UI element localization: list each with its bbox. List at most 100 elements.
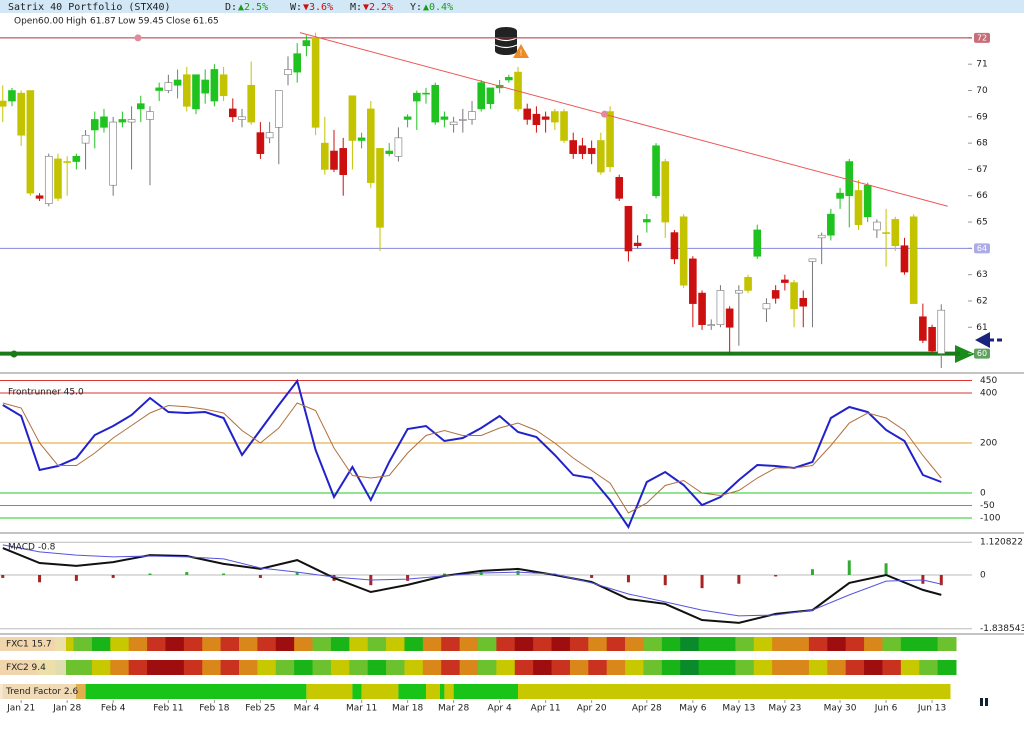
y-tick-label: 64 bbox=[977, 244, 987, 253]
candle-body bbox=[17, 92, 25, 136]
heat-cell bbox=[588, 660, 608, 675]
y-tick-label: 68 bbox=[976, 139, 988, 149]
candle-body bbox=[569, 140, 578, 154]
heat-cell bbox=[312, 660, 332, 675]
candle-body bbox=[35, 195, 44, 199]
ohlc-label: Open bbox=[14, 17, 38, 27]
trend-segment bbox=[352, 684, 362, 699]
x-tick-label: Feb 18 bbox=[199, 704, 230, 714]
candle-body bbox=[551, 111, 559, 123]
heat-cell bbox=[643, 660, 663, 675]
heat-cell bbox=[275, 660, 295, 675]
candle-body bbox=[376, 148, 384, 228]
histogram-bar bbox=[406, 575, 410, 581]
period-change: ▼3.6% bbox=[303, 2, 333, 13]
candle-body bbox=[781, 279, 789, 283]
row-label-bg bbox=[0, 660, 66, 675]
heat-cell bbox=[827, 637, 847, 651]
heat-cell bbox=[110, 637, 130, 651]
x-tick-label: Jun 6 bbox=[874, 704, 898, 714]
candle-body bbox=[238, 116, 246, 120]
heat-cell bbox=[717, 637, 736, 651]
trend-segment bbox=[453, 684, 519, 699]
trend-segment bbox=[398, 684, 427, 699]
heat-cell bbox=[496, 660, 516, 675]
candle-body bbox=[863, 184, 872, 218]
heat-cell bbox=[349, 637, 369, 651]
candle-body bbox=[661, 161, 670, 223]
candle-body bbox=[643, 219, 651, 223]
heat-cell bbox=[753, 660, 773, 675]
y-tick-label: 400 bbox=[980, 389, 997, 399]
heat-cell bbox=[220, 637, 240, 651]
candle-body bbox=[854, 190, 863, 225]
candle-body bbox=[348, 95, 357, 141]
candle-body bbox=[367, 108, 375, 183]
candle-body bbox=[937, 309, 946, 354]
candle-body bbox=[81, 134, 90, 144]
heat-cell bbox=[882, 637, 902, 651]
candle-body bbox=[118, 119, 127, 123]
scroll-handle[interactable] bbox=[985, 698, 988, 706]
x-tick-label: May 23 bbox=[768, 704, 801, 714]
heat-cell bbox=[478, 660, 497, 675]
candle-body bbox=[219, 74, 228, 97]
candle-body bbox=[698, 292, 706, 325]
candle-body bbox=[413, 92, 421, 102]
y-tick-label: 72 bbox=[977, 33, 987, 42]
period-change: ▲0.4% bbox=[423, 2, 453, 13]
y-tick-label: 0 bbox=[980, 571, 986, 581]
heat-cell bbox=[91, 637, 111, 651]
heat-cell bbox=[73, 637, 93, 651]
heat-cell bbox=[386, 660, 405, 675]
candle-body bbox=[587, 148, 596, 154]
y-tick-label: 0 bbox=[980, 489, 986, 499]
candle-body bbox=[873, 221, 881, 231]
x-tick-label: Apr 4 bbox=[488, 704, 512, 714]
heat-cell bbox=[147, 660, 166, 675]
scroll-handle[interactable] bbox=[980, 698, 983, 706]
heat-cell bbox=[165, 637, 185, 651]
candle-body bbox=[173, 79, 182, 86]
candle-body bbox=[560, 111, 568, 141]
x-tick-label: Mar 11 bbox=[346, 704, 377, 714]
candle-body bbox=[8, 90, 16, 102]
heat-cell bbox=[73, 660, 93, 675]
candle-body bbox=[100, 116, 108, 128]
candle-body bbox=[422, 92, 430, 95]
heat-cell bbox=[275, 637, 295, 651]
candle-body bbox=[735, 290, 743, 294]
heat-cell bbox=[294, 637, 314, 651]
heat-cell bbox=[864, 660, 883, 675]
candle-body bbox=[771, 290, 780, 299]
price-tag bbox=[974, 243, 990, 254]
heat-cell bbox=[367, 637, 387, 651]
heat-cell bbox=[937, 637, 957, 651]
candle-body bbox=[679, 216, 688, 286]
heat-cell bbox=[349, 660, 369, 675]
histogram-bar bbox=[516, 570, 520, 575]
heat-cell bbox=[220, 660, 240, 675]
heat-cell bbox=[900, 637, 920, 651]
heat-cell bbox=[661, 660, 681, 675]
heat-cell bbox=[772, 637, 792, 651]
y-tick-label: 61 bbox=[976, 323, 987, 333]
candle-body bbox=[394, 137, 403, 157]
heat-cell bbox=[698, 660, 718, 675]
heat-cell bbox=[845, 660, 865, 675]
candle-body bbox=[311, 37, 320, 128]
ohlc-value: 61.65 bbox=[193, 17, 219, 27]
heat-cell bbox=[625, 660, 644, 675]
heat-cell bbox=[257, 637, 277, 651]
candle-body bbox=[293, 53, 301, 73]
row-label: FXC2 9.4 bbox=[6, 663, 46, 673]
y-tick-label: 65 bbox=[976, 218, 987, 228]
svg-text:!: ! bbox=[519, 49, 522, 58]
candle-body bbox=[26, 90, 35, 194]
heat-cell bbox=[514, 660, 534, 675]
heat-cell bbox=[845, 637, 865, 651]
heat-cell bbox=[698, 637, 718, 651]
heat-cell bbox=[257, 660, 277, 675]
data-status-icon[interactable]: ! bbox=[494, 27, 529, 58]
